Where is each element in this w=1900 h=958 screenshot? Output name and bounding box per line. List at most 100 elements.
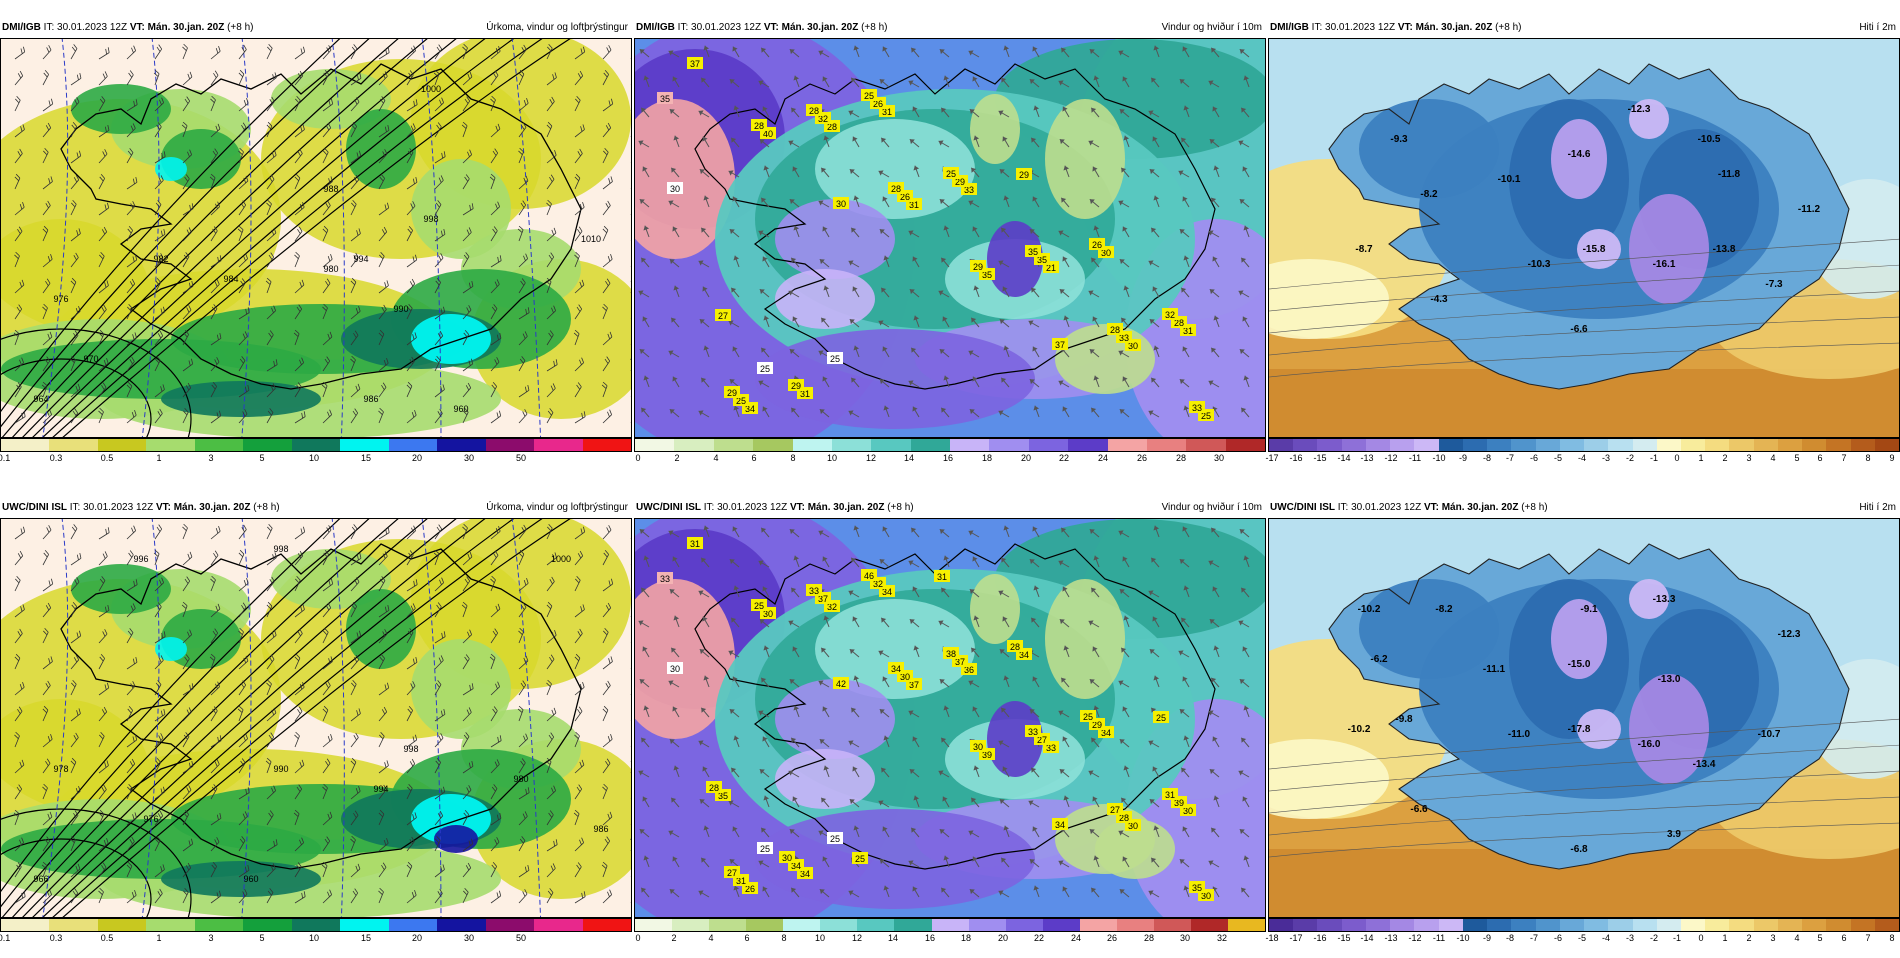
- pressure-label: 980: [323, 264, 338, 274]
- panel-header: UWC/DINI ISL IT: 30.01.2023 12Z VT: Mán.…: [634, 498, 1266, 518]
- scale-tick-label: -17: [1289, 933, 1302, 943]
- init-time: IT: 30.01.2023 12Z: [67, 502, 156, 513]
- color-swatch: [1826, 439, 1850, 451]
- gust-label: 34: [891, 664, 901, 674]
- scale-tick-label: -14: [1337, 453, 1350, 463]
- valid-time: VT: Mán. 30.jan. 20Z: [1398, 22, 1492, 33]
- gust-label: 28: [754, 121, 764, 131]
- map-area: -10.2-8.2-6.2-9.1-13.3-11.1-15.0-13.0-12…: [1268, 518, 1900, 918]
- scale-tick-label: 24: [1071, 933, 1081, 943]
- color-swatch: [1080, 919, 1117, 931]
- scale-ticks: -18-17-16-15-14-13-12-11-10-9-8-7-6-5-4-…: [1268, 932, 1900, 946]
- scale-tick-label: -11: [1433, 933, 1445, 943]
- wind-field: [775, 199, 895, 279]
- valid-time: VT: Mán. 30.jan. 20Z: [790, 502, 884, 513]
- color-swatch: [1826, 919, 1850, 931]
- color-swatch: [195, 919, 243, 931]
- temp-field: [1629, 194, 1709, 304]
- wind-field: [970, 574, 1020, 644]
- map-svg: -9.3-8.2-8.7-10.1-12.3-14.6-10.5-11.8-11…: [1269, 39, 1900, 438]
- color-scale: [1268, 438, 1900, 452]
- scale-tick-label: 15: [361, 453, 371, 463]
- lead-time: (+8 h): [1518, 502, 1547, 513]
- scale-tick-label: -13: [1360, 453, 1373, 463]
- lead-time: (+8 h): [858, 22, 887, 33]
- gust-label: 28: [709, 783, 719, 793]
- product-title: Hiti í 2m: [1859, 18, 1896, 38]
- color-swatch: [1147, 439, 1186, 451]
- temp-label: -6.8: [1570, 844, 1588, 855]
- temp-label: -9.1: [1580, 604, 1598, 615]
- lead-time: (+8 h): [224, 22, 253, 33]
- scale-tick-label: 1: [156, 933, 161, 943]
- color-swatch: [1117, 919, 1154, 931]
- pressure-label: 998: [403, 744, 418, 754]
- color-swatch: [871, 439, 910, 451]
- color-swatch: [1657, 919, 1681, 931]
- color-swatch: [1154, 919, 1191, 931]
- scale-tick-label: 32: [1217, 933, 1227, 943]
- color-swatch: [49, 919, 97, 931]
- init-time: IT: 30.01.2023 12Z: [1335, 502, 1424, 513]
- gust-label: 37: [1055, 340, 1065, 350]
- product-title: Vindur og hviður í 10m: [1162, 18, 1262, 38]
- temp-label: -11.0: [1508, 729, 1531, 740]
- color-swatch: [714, 439, 753, 451]
- gust-label: 31: [1165, 790, 1175, 800]
- color-swatch: [1705, 919, 1729, 931]
- init-time: IT: 30.01.2023 12Z: [675, 22, 764, 33]
- color-swatch: [820, 919, 857, 931]
- temp-label: -13.8: [1713, 244, 1736, 255]
- scale-tick-label: 20: [412, 933, 422, 943]
- scale-tick-label: 5: [259, 453, 264, 463]
- gust-label: 30: [782, 853, 792, 863]
- scale-tick-label: -3: [1626, 933, 1634, 943]
- color-swatch: [1851, 439, 1875, 451]
- color-swatch: [1802, 919, 1826, 931]
- temp-label: -10.2: [1348, 724, 1371, 735]
- scale-tick-label: 5: [1794, 453, 1799, 463]
- color-swatch: [340, 919, 388, 931]
- scale-tick-label: 0: [1674, 453, 1679, 463]
- scale-tick-label: 0.3: [50, 933, 63, 943]
- model-source: DMI/IGB: [636, 22, 675, 33]
- color-swatch: [1584, 439, 1608, 451]
- color-swatch: [243, 919, 291, 931]
- temp-label: -8.2: [1435, 604, 1453, 615]
- pressure-label: 1000: [551, 554, 571, 564]
- color-swatch: [195, 439, 243, 451]
- scale-tick-label: 3: [208, 933, 213, 943]
- scale-tick-label: 6: [744, 933, 749, 943]
- scale-tick-label: 0.3: [50, 453, 63, 463]
- scale-tick-label: -9: [1483, 933, 1491, 943]
- color-swatch: [1657, 439, 1681, 451]
- scale-tick-label: 8: [1889, 933, 1894, 943]
- gust-label: 31: [690, 539, 700, 549]
- temp-label: -15.0: [1568, 659, 1591, 670]
- scale-tick-label: 3: [208, 453, 213, 463]
- gust-label: 25: [855, 854, 865, 864]
- color-swatch: [1439, 919, 1463, 931]
- color-swatch: [793, 439, 832, 451]
- panel-times: UWC/DINI ISL IT: 30.01.2023 12Z VT: Mán.…: [2, 498, 280, 518]
- temp-label: -9.3: [1390, 134, 1408, 145]
- color-swatch: [389, 919, 437, 931]
- scale-tick-label: 26: [1107, 933, 1117, 943]
- color-swatch: [1, 439, 49, 451]
- scale-tick-label: -4: [1578, 453, 1586, 463]
- gust-label: 35: [1192, 883, 1202, 893]
- scale-tick-label: 8: [1865, 453, 1870, 463]
- color-swatch: [437, 919, 485, 931]
- forecast-panel: DMI/IGB IT: 30.01.2023 12Z VT: Mán. 30.j…: [634, 18, 1266, 478]
- scale-tick-label: -4: [1602, 933, 1610, 943]
- scale-tick-label: -13: [1384, 933, 1397, 943]
- scale-tick-label: 9: [1889, 453, 1894, 463]
- temp-label: -11.2: [1798, 204, 1821, 215]
- color-scale: [0, 918, 632, 932]
- color-swatch: [1560, 439, 1584, 451]
- color-swatch: [1729, 439, 1753, 451]
- scale-tick-label: -16: [1289, 453, 1302, 463]
- scale-tick-label: 2: [674, 453, 679, 463]
- model-source: UWC/DINI ISL: [636, 502, 701, 513]
